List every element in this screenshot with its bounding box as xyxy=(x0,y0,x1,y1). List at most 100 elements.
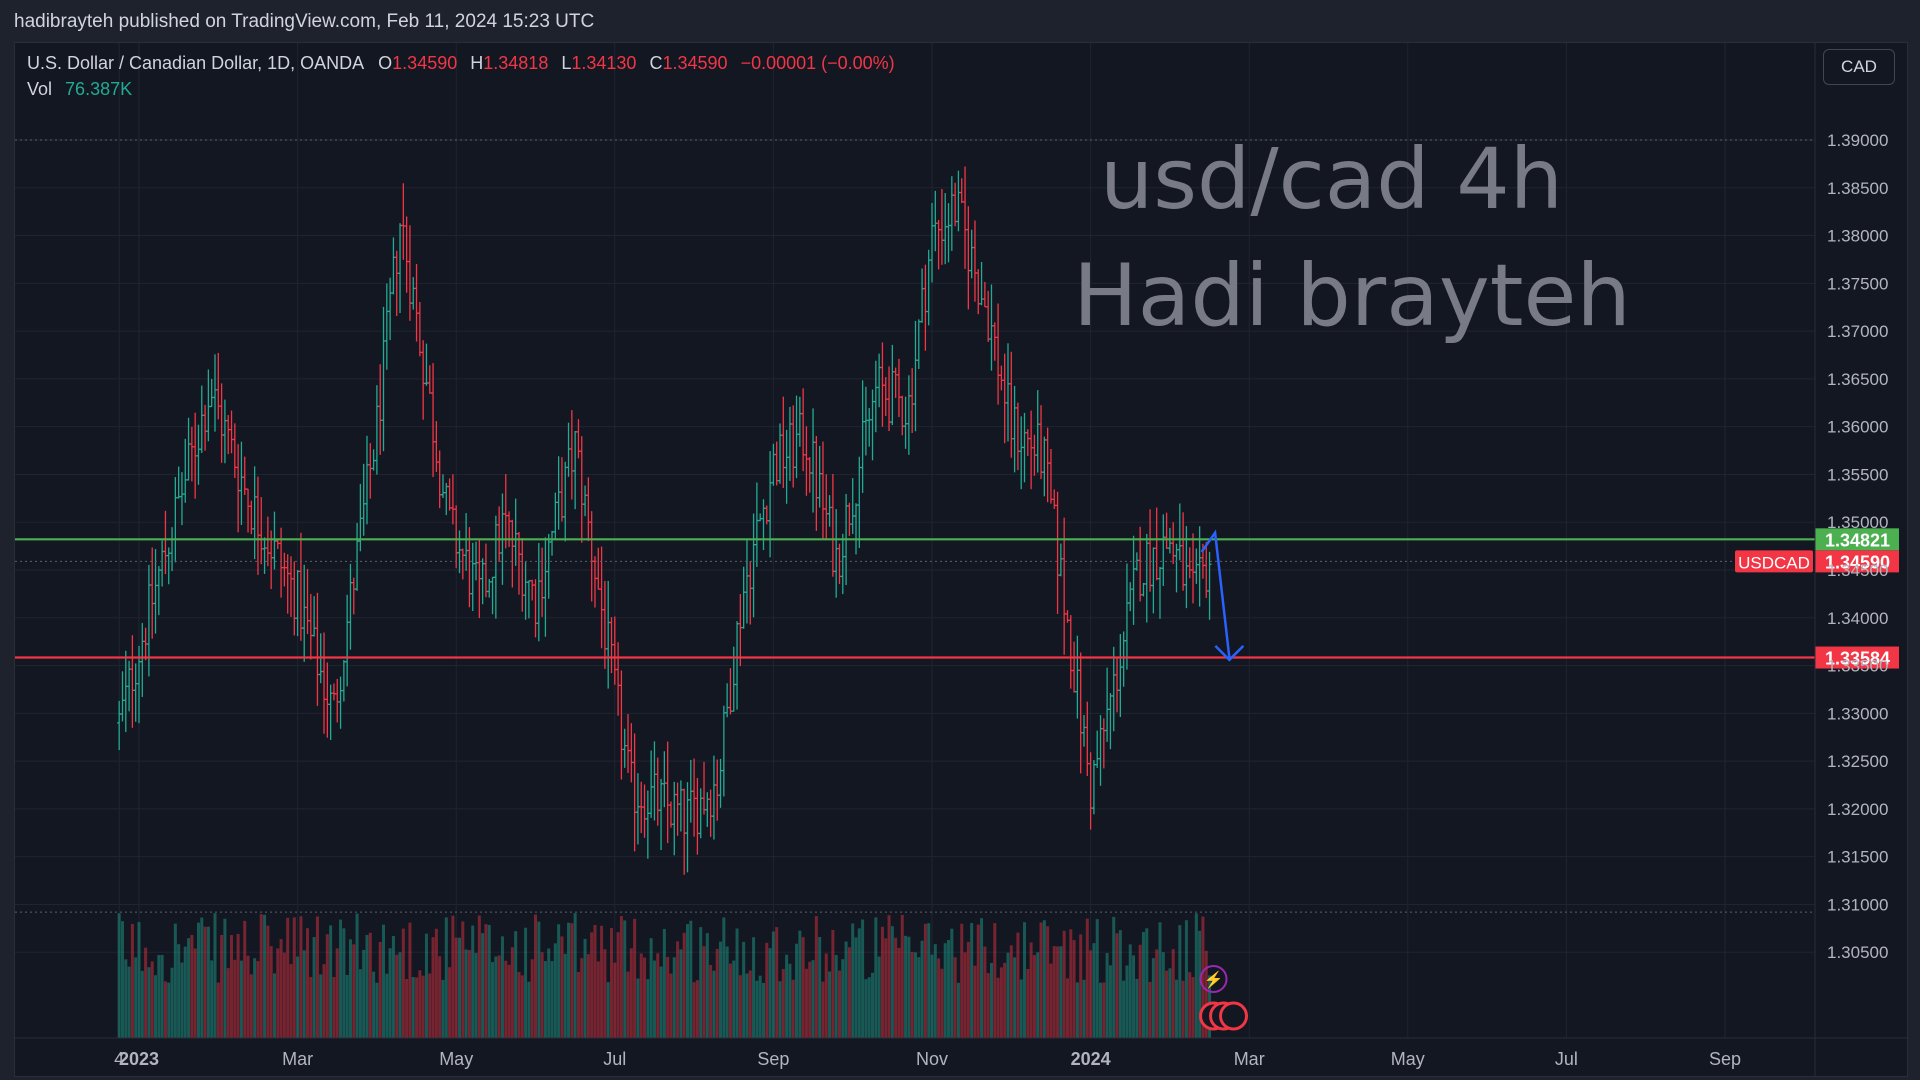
time-tick-label: Nov xyxy=(916,1049,948,1069)
volume-bar xyxy=(666,956,670,1038)
volume-bar xyxy=(973,965,977,1038)
volume-bar xyxy=(824,953,828,1038)
canada-flag-icon[interactable] xyxy=(1219,1001,1249,1031)
volume-bar xyxy=(636,978,640,1038)
volume-bar xyxy=(715,948,719,1038)
volume-label[interactable]: Vol xyxy=(27,79,53,99)
volume-bar xyxy=(877,956,881,1038)
volume-bar xyxy=(276,948,280,1038)
volume-bar xyxy=(923,923,927,1038)
volume-bar xyxy=(322,964,326,1038)
volume-bar xyxy=(999,967,1003,1038)
symbol-title[interactable]: U.S. Dollar / Canadian Dollar, 1D, OANDA xyxy=(27,53,364,73)
time-tick-label: Jul xyxy=(603,1049,626,1069)
volume-bar xyxy=(507,964,511,1038)
volume-bar xyxy=(233,959,237,1038)
volume-bar xyxy=(659,966,663,1038)
volume-bar xyxy=(203,926,207,1038)
publish-bar: hadibrayteh published on TradingView.com… xyxy=(0,0,1920,42)
volume-bar xyxy=(1052,946,1056,1038)
volume-bar xyxy=(517,971,521,1038)
volume-bar xyxy=(1155,949,1159,1038)
price-tick-label: 1.35500 xyxy=(1827,465,1888,484)
annotation-author[interactable]: Hadi brayteh xyxy=(1073,246,1631,346)
volume-bar xyxy=(795,943,799,1038)
volume-bar xyxy=(471,925,475,1038)
volume-bar xyxy=(1079,934,1083,1038)
volume-bar xyxy=(603,949,607,1038)
volume-bar xyxy=(375,982,379,1038)
volume-bar xyxy=(1188,972,1192,1038)
volume-bar xyxy=(609,928,613,1038)
volume-bar xyxy=(748,970,752,1038)
volume-bar xyxy=(543,961,547,1038)
volume-bar xyxy=(477,915,481,1038)
volume-bar xyxy=(299,916,303,1038)
volume-bar xyxy=(309,977,313,1038)
volume-bar xyxy=(398,952,402,1038)
volume-bar xyxy=(1145,928,1149,1038)
volume-bar xyxy=(1036,952,1040,1038)
volume-bar xyxy=(887,915,891,1038)
volume-bar xyxy=(692,982,696,1038)
volume-bar xyxy=(1026,969,1030,1038)
volume-bar xyxy=(702,946,706,1038)
open-value: 1.34590 xyxy=(392,53,458,73)
volume-bar xyxy=(226,968,230,1038)
volume-bar xyxy=(144,947,148,1038)
close-label: C xyxy=(649,53,663,73)
volume-bar xyxy=(1023,922,1027,1038)
symbol-tag-box xyxy=(1735,550,1813,573)
volume-bar xyxy=(332,977,336,1038)
volume-bar xyxy=(272,973,276,1038)
volume-bar xyxy=(1082,979,1086,1038)
price-label-box xyxy=(1815,528,1899,551)
volume-bar xyxy=(623,920,627,1038)
arrow-head[interactable] xyxy=(1214,645,1245,662)
chart-panel[interactable]: 1.34821 1.34590 USDCAD 1.33584 usd/cad 4h Ha… xyxy=(14,42,1908,1077)
volume-bar xyxy=(355,913,359,1038)
volume-bar xyxy=(847,947,851,1038)
volume-bar xyxy=(765,942,769,1038)
volume-bar xyxy=(500,936,504,1038)
volume-bar xyxy=(382,924,386,1038)
lightning-icon[interactable] xyxy=(1199,965,1228,993)
volume-bar xyxy=(884,938,888,1038)
volume-bar xyxy=(491,962,495,1038)
volume-bar xyxy=(200,917,204,1038)
volume-bar xyxy=(808,961,812,1038)
volume-bar xyxy=(1006,952,1010,1038)
volume-bar xyxy=(497,955,501,1038)
volume-bar xyxy=(368,932,372,1038)
volume-bar xyxy=(629,948,633,1038)
volume-bar xyxy=(771,931,775,1038)
volume-bar xyxy=(1148,981,1152,1038)
volume-bar xyxy=(818,936,822,1038)
volume-bar xyxy=(269,946,273,1038)
volume-bar xyxy=(705,933,709,1038)
volume-bar xyxy=(1099,982,1103,1038)
volume-bar xyxy=(249,974,253,1038)
volume-bar xyxy=(844,941,848,1038)
volume-bar xyxy=(424,933,428,1038)
volume-bar xyxy=(890,926,894,1038)
drawn-arrow[interactable] xyxy=(1200,529,1231,659)
volume-bar xyxy=(279,939,283,1038)
volume-bar xyxy=(1009,945,1013,1038)
time-tick-label: 2023 xyxy=(119,1049,159,1069)
volume-bar xyxy=(1065,978,1069,1038)
volume-bar xyxy=(1165,970,1169,1038)
volume-bar xyxy=(828,971,832,1038)
price-label-box xyxy=(1815,550,1899,573)
volume-bar xyxy=(722,917,726,1038)
volume-bar xyxy=(966,941,970,1038)
annotation-title[interactable]: usd/cad 4h xyxy=(1100,130,1563,228)
volume-bar xyxy=(401,928,405,1038)
currency-button[interactable]: CAD xyxy=(1823,49,1895,85)
volume-bar xyxy=(296,956,300,1038)
volume-bar xyxy=(576,971,580,1038)
volume-bar xyxy=(1141,931,1145,1038)
price-axis[interactable]: 1.30500 1.31000 1.31500 1.32000 1.32500 1.330… xyxy=(1814,43,1888,1076)
